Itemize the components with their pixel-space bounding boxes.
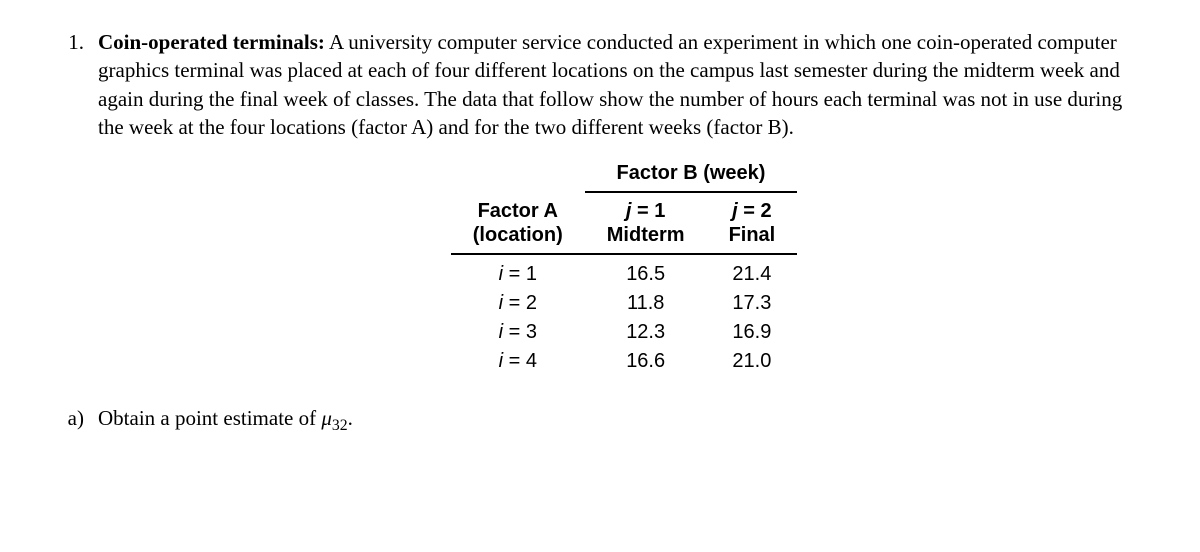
data-table: Factor B (week) Factor A (location) j = … [451, 159, 797, 376]
row-label: i = 3 [451, 318, 585, 347]
question-body: Coin-operated terminals: A university co… [98, 28, 1150, 386]
subpart-text: Obtain a point estimate of μ32. [98, 404, 353, 436]
row-label: i = 4 [451, 347, 585, 376]
cell-value: 16.5 [585, 254, 707, 289]
cell-value: 16.6 [585, 347, 707, 376]
table-row: i = 2 11.8 17.3 [451, 289, 797, 318]
cell-value: 16.9 [707, 318, 798, 347]
cell-value: 12.3 [585, 318, 707, 347]
cell-value: 21.4 [707, 254, 798, 289]
question-number: 1. [50, 28, 98, 56]
col-header-midterm: j = 1 Midterm [585, 192, 707, 254]
row-label: i = 1 [451, 254, 585, 289]
col-header-final: j = 2 Final [707, 192, 798, 254]
subpart-a: a) Obtain a point estimate of μ32. [50, 404, 1150, 436]
cell-value: 11.8 [585, 289, 707, 318]
question-title: Coin-operated terminals: [98, 30, 325, 54]
table-row: i = 1 16.5 21.4 [451, 254, 797, 289]
table-row: i = 4 16.6 21.0 [451, 347, 797, 376]
table-row: i = 3 12.3 16.9 [451, 318, 797, 347]
question-block: 1. Coin-operated terminals: A university… [50, 28, 1150, 386]
factor-a-header: Factor A (location) [451, 192, 585, 254]
subpart-label: a) [50, 404, 98, 432]
cell-value: 17.3 [707, 289, 798, 318]
factor-b-header: Factor B (week) [585, 159, 797, 192]
row-label: i = 2 [451, 289, 585, 318]
cell-value: 21.0 [707, 347, 798, 376]
